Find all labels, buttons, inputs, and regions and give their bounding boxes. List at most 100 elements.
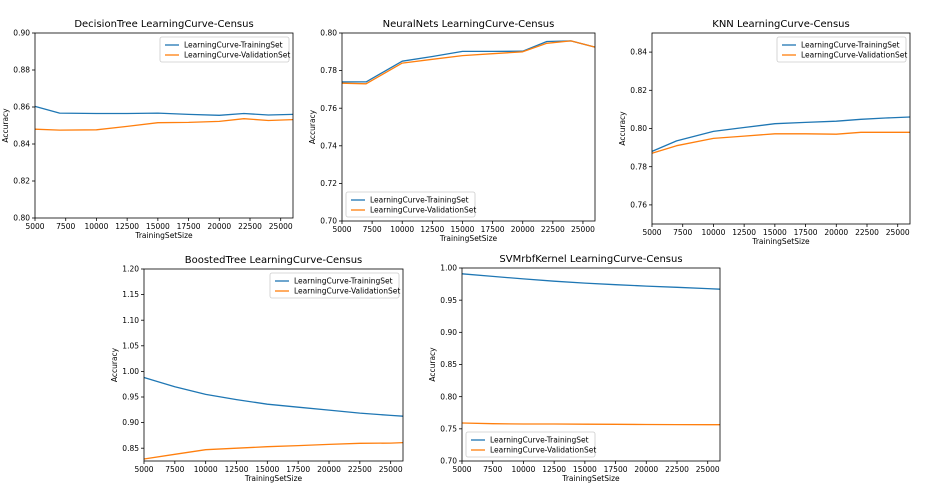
x-tick-label: 25000: [379, 465, 403, 474]
x-tick-label: 12500: [420, 225, 444, 234]
legend: LearningCurve-TrainingSetLearningCurve-V…: [465, 431, 596, 458]
y-tick-label: 0.90: [13, 29, 30, 38]
x-tick-label: 15000: [146, 222, 170, 231]
x-tick-label: 22500: [541, 225, 565, 234]
legend: LearningCurve-TrainingSetLearningCurve-V…: [159, 36, 290, 63]
legend-box: [465, 431, 596, 458]
y-tick-label: 0.82: [630, 86, 647, 95]
series-line-validation: [461, 422, 720, 426]
x-tick-label: 5000: [642, 228, 661, 237]
chart-title: NeuralNets LearningCurve-Census: [383, 19, 555, 30]
x-tick-label: 22500: [348, 465, 372, 474]
series-line-validation: [651, 131, 910, 154]
legend-entry: LearningCurve-ValidationSet: [490, 446, 596, 455]
y-axis-label: Accuracy: [308, 109, 317, 144]
chart-panel-1: DecisionTree LearningCurve-Census 5000 750…: [1, 19, 294, 240]
y-tick-label: 0.95: [440, 296, 457, 305]
series-line-validation: [341, 40, 596, 85]
y-tick-label: 0.80: [320, 29, 337, 38]
series-line-training: [461, 273, 721, 290]
x-tick-label: 7500: [673, 228, 692, 237]
y-axis-label: Accuracy: [618, 111, 627, 146]
x-tick-label: 20000: [634, 465, 658, 474]
x-tick-label: 10000: [84, 222, 108, 231]
chart-title: SVMrbfKernel LearningCurve-Census: [499, 254, 682, 265]
y-tick-label: 0.78: [320, 66, 337, 75]
y-tick-label: 0.70: [440, 457, 457, 466]
y-tick-label: 0.90: [440, 328, 457, 337]
y-tick-label: 1.15: [122, 290, 139, 299]
legend: LearningCurve-TrainingSetLearningCurve-V…: [776, 36, 907, 63]
plot-frame: [341, 32, 596, 222]
y-tick-label: 0.88: [13, 66, 30, 75]
legend: LearningCurve-TrainingSetLearningCurve-V…: [345, 191, 476, 218]
y-tick-label: 0.78: [630, 162, 647, 171]
x-tick-label: 7500: [56, 222, 75, 231]
x-tick-label: 12500: [225, 465, 249, 474]
chart-panel-3: KNN LearningCurve-Census 5000 7500 10000 125…: [618, 19, 911, 246]
x-tick-label: 22500: [855, 228, 879, 237]
y-tick-label: 0.70: [320, 217, 337, 226]
y-tick-label: 0.84: [630, 48, 647, 57]
legend-box: [345, 191, 476, 218]
y-tick-label: 1.20: [122, 265, 139, 274]
legend-entry: LearningCurve-ValidationSet: [370, 206, 476, 215]
y-tick-label: 0.80: [13, 214, 30, 223]
x-tick-label: 25000: [696, 465, 720, 474]
series-line-validation: [143, 441, 404, 460]
series-line-training: [342, 40, 596, 83]
x-tick-label: 25000: [571, 225, 595, 234]
legend-entry: LearningCurve-TrainingSet: [490, 436, 589, 445]
x-tick-label: 15000: [573, 465, 597, 474]
x-tick-label: 7500: [165, 465, 184, 474]
x-tick-label: 10000: [511, 465, 535, 474]
y-tick-label: 1.05: [122, 341, 139, 350]
y-tick-label: 0.76: [630, 201, 647, 210]
plot-frame: [34, 32, 294, 219]
legend-entry: LearningCurve-ValidationSet: [184, 51, 290, 60]
x-tick-label: 22500: [238, 222, 262, 231]
y-axis-label: Accuracy: [1, 108, 10, 143]
x-tick-label: 17500: [286, 465, 310, 474]
y-tick-label: 0.80: [630, 124, 647, 133]
x-tick-label: 5000: [25, 222, 44, 231]
x-tick-label: 5000: [332, 225, 351, 234]
y-tick-label: 1.00: [440, 264, 457, 273]
x-tick-label: 17500: [794, 228, 818, 237]
x-tick-label: 25000: [269, 222, 293, 231]
x-tick-label: 7500: [483, 465, 502, 474]
chart-title: KNN LearningCurve-Census: [712, 19, 849, 30]
x-tick-label: 25000: [886, 228, 910, 237]
x-tick-label: 12500: [115, 222, 139, 231]
chart-panel-2: NeuralNets LearningCurve-Census 5000 7500 1…: [308, 19, 596, 243]
x-tick-label: 7500: [363, 225, 382, 234]
x-tick-label: 10000: [701, 228, 725, 237]
legend-entry: LearningCurve-ValidationSet: [801, 51, 907, 60]
x-tick-label: 20000: [824, 228, 848, 237]
y-tick-label: 0.82: [13, 177, 30, 186]
chart-panel-4: BoostedTree LearningCurve-Census 5000 7500…: [110, 255, 404, 483]
x-axis-label: TrainingSetSize: [439, 234, 498, 243]
y-tick-label: 1.10: [122, 316, 139, 325]
x-tick-label: 20000: [511, 225, 535, 234]
x-axis-label: TrainingSetSize: [561, 474, 620, 483]
plot-frame: [143, 268, 404, 462]
y-axis-label: Accuracy: [110, 347, 119, 382]
x-tick-label: 17500: [177, 222, 201, 231]
legend-box: [776, 36, 907, 63]
x-axis-label: TrainingSetSize: [751, 237, 810, 246]
x-tick-label: 17500: [481, 225, 505, 234]
legend-entry: LearningCurve-TrainingSet: [294, 277, 393, 286]
chart-panel-5: SVMrbfKernel LearningCurve-Census 5000 750…: [428, 254, 721, 483]
y-tick-label: 0.80: [440, 392, 457, 401]
series-line-validation: [34, 118, 294, 131]
x-tick-label: 20000: [317, 465, 341, 474]
y-tick-label: 0.75: [440, 424, 457, 433]
x-tick-label: 22500: [665, 465, 689, 474]
x-tick-label: 15000: [451, 225, 475, 234]
y-tick-label: 0.76: [320, 104, 337, 113]
x-tick-label: 10000: [194, 465, 218, 474]
x-tick-label: 20000: [207, 222, 231, 231]
x-tick-label: 10000: [390, 225, 414, 234]
chart-title: BoostedTree LearningCurve-Census: [185, 255, 363, 266]
